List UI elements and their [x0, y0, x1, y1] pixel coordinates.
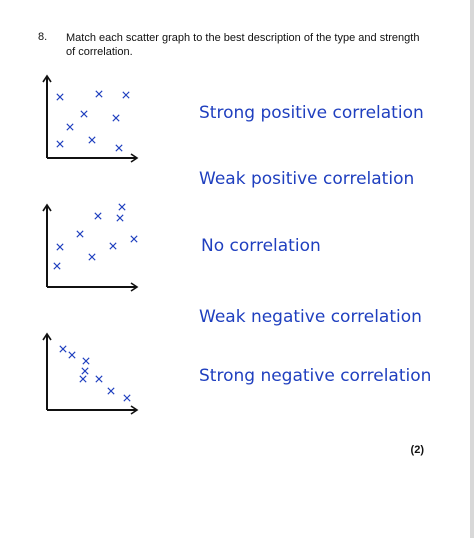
- scatter-point: [76, 230, 84, 238]
- scatter-point: [112, 114, 120, 122]
- y-axis-arrowhead: [42, 74, 52, 83]
- option-weak-negative[interactable]: Weak negative correlation: [199, 307, 422, 327]
- scatter-point: [59, 345, 67, 353]
- question-text: Match each scatter graph to the best des…: [66, 32, 420, 58]
- scatter-point: [81, 367, 89, 375]
- scatter-point: [123, 394, 131, 402]
- scatter-point: [95, 90, 103, 98]
- question-number: 8.: [38, 31, 48, 43]
- page-edge: [470, 0, 474, 538]
- scatter-point: [88, 253, 96, 261]
- scatter-point: [130, 235, 138, 243]
- scatter-point: [95, 375, 103, 383]
- scatter-point: [88, 136, 96, 144]
- scatter-point: [118, 203, 126, 211]
- graph-c: [42, 332, 139, 415]
- scatter-point: [68, 351, 76, 359]
- scatter-point: [109, 242, 117, 250]
- scatter-point: [53, 262, 61, 270]
- scatter-point: [107, 387, 115, 395]
- scatter-point: [56, 93, 64, 101]
- option-strong-negative[interactable]: Strong negative correlation: [199, 366, 432, 386]
- scatter-point: [115, 144, 123, 152]
- option-strong-positive[interactable]: Strong positive correlation: [199, 103, 424, 123]
- scatter-point: [56, 243, 64, 251]
- x-axis-arrowhead: [130, 405, 139, 415]
- x-axis-arrowhead: [130, 153, 139, 163]
- scatter-point: [116, 214, 124, 222]
- option-weak-positive[interactable]: Weak positive correlation: [199, 169, 415, 189]
- scatter-point: [56, 140, 64, 148]
- graph-b: [42, 203, 139, 292]
- scatter-point: [79, 375, 87, 383]
- scatter-point: [122, 91, 130, 99]
- graph-a: [42, 74, 139, 163]
- y-axis-arrowhead: [42, 203, 52, 212]
- scatter-point: [80, 110, 88, 118]
- option-no-correlation[interactable]: No correlation: [201, 236, 321, 256]
- marks-label: (2): [410, 444, 424, 456]
- x-axis-arrowhead: [130, 282, 139, 292]
- scatter-point: [94, 212, 102, 220]
- scatter-point: [82, 357, 90, 365]
- y-axis-arrowhead: [42, 332, 52, 341]
- scatter-point: [66, 123, 74, 131]
